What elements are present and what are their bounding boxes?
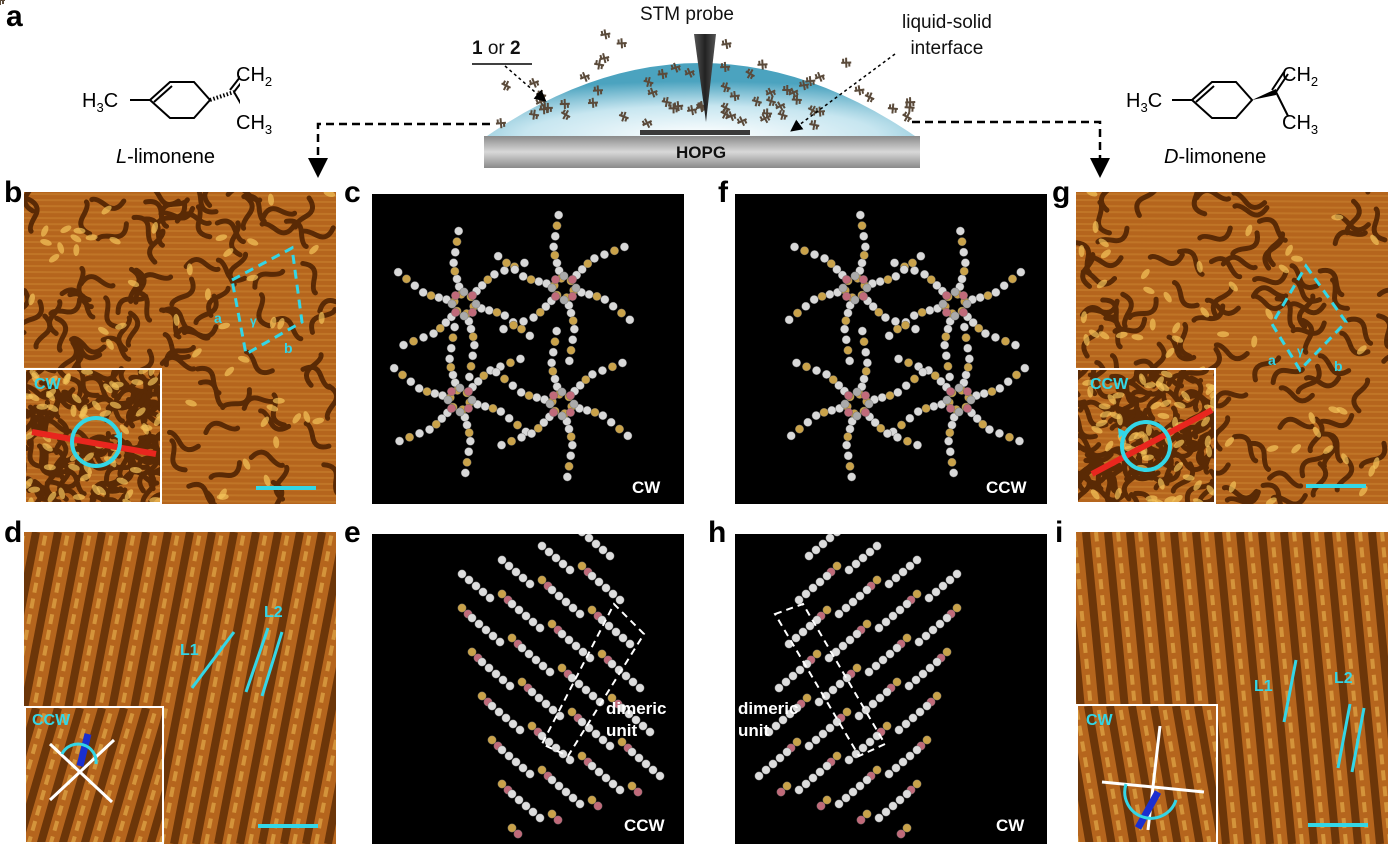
d-limonene-h3c: H3C xyxy=(1126,90,1163,115)
panel-label-g: g xyxy=(1052,176,1071,209)
length-l1-i: L1 xyxy=(1254,678,1273,695)
d-limonene-structure xyxy=(1172,71,1289,119)
model-h xyxy=(735,527,1047,844)
l-limonene-ch3: CH3 xyxy=(236,112,273,137)
molecule-choice-label: 1 or 2 xyxy=(472,38,521,59)
molecules-in-solution xyxy=(0,0,5,5)
d-limonene-name: D-limonene xyxy=(1164,146,1267,168)
panel-label-c: c xyxy=(344,176,361,209)
panel-label-i: i xyxy=(1055,516,1064,549)
dimer-label-h: dimeric unit xyxy=(738,699,799,740)
scale-bar-i xyxy=(1308,823,1368,827)
angle-g: γ xyxy=(1297,344,1304,358)
l-limonene-name: L-limonene xyxy=(116,146,215,168)
l-limonene-structure xyxy=(130,75,240,119)
adsorbed-monolayer xyxy=(640,130,750,135)
inset-d xyxy=(24,706,164,844)
inset-g xyxy=(1076,368,1216,504)
d-limonene-ch2: CH2 xyxy=(1282,64,1319,89)
scale-bar-d xyxy=(258,824,318,828)
probe-label: STM probe xyxy=(640,4,734,25)
l-limonene-h3c: H3C xyxy=(82,90,119,115)
panel-label-f: f xyxy=(718,176,728,209)
hopg-substrate xyxy=(484,136,920,168)
schematic-diagram xyxy=(0,0,1110,178)
panel-label-e: e xyxy=(344,516,361,549)
hopg-label: HOPG xyxy=(676,143,727,162)
inset-b-label: CW xyxy=(34,376,61,393)
inset-b xyxy=(24,368,162,504)
stm-image-d xyxy=(24,532,336,844)
d-limonene-ch3: CH3 xyxy=(1282,112,1319,137)
vector-a-b: a xyxy=(214,310,222,326)
vector-b-g: b xyxy=(1334,358,1343,374)
arrow-to-left xyxy=(308,122,490,178)
scale-bar-g xyxy=(1306,484,1366,488)
panel-label-a: a xyxy=(6,0,23,33)
caption-h: CW xyxy=(996,816,1025,835)
solvent-droplet xyxy=(487,63,915,136)
panel-label-h: h xyxy=(708,516,727,549)
length-l2-i: L2 xyxy=(1334,670,1353,687)
inset-g-label: CCW xyxy=(1090,376,1129,393)
angle-b: γ xyxy=(250,314,257,328)
inset-i xyxy=(1076,704,1218,844)
length-l1-d: L1 xyxy=(180,642,199,659)
interface-label: liquid-solid interface xyxy=(902,12,992,59)
stm-probe-tip xyxy=(694,34,716,122)
caption-c: CW xyxy=(632,478,661,497)
model-e xyxy=(372,527,684,844)
caption-f: CCW xyxy=(986,478,1027,497)
caption-e: CCW xyxy=(624,816,665,835)
panel-label-b: b xyxy=(4,176,23,209)
vector-a-g: a xyxy=(1268,352,1276,368)
length-l2-d: L2 xyxy=(264,604,283,621)
arrow-to-right xyxy=(912,120,1110,178)
inset-i-label: CW xyxy=(1086,712,1113,729)
scale-bar-b xyxy=(256,486,316,490)
vector-b-b: b xyxy=(284,340,293,356)
l-limonene-ch2: CH2 xyxy=(236,64,273,89)
dimer-label-e: dimeric unit xyxy=(606,699,667,740)
panel-label-d: d xyxy=(4,516,23,549)
model-f xyxy=(735,194,1047,504)
model-c xyxy=(372,194,684,504)
inset-d-label: CCW xyxy=(32,712,71,729)
